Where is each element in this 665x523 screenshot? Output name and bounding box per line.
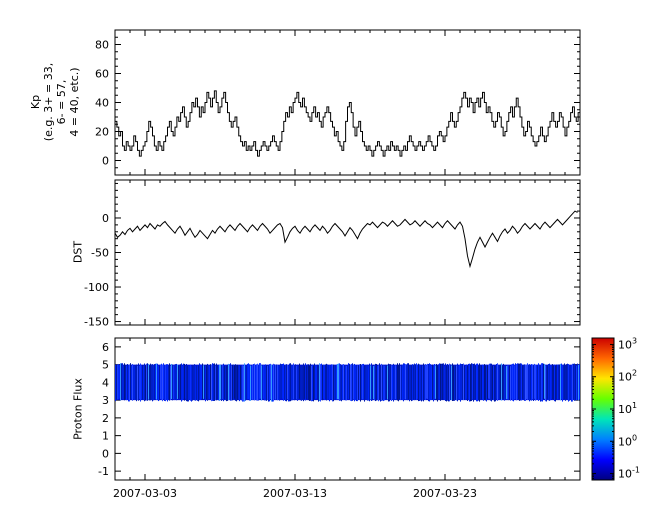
colorbar-tick-label: 10-1 xyxy=(618,466,640,481)
proton-flux-y-tick-label: -1 xyxy=(98,465,109,478)
kp-x-ticks xyxy=(129,30,566,175)
kp-y-ticks xyxy=(115,36,580,169)
dst-panel: 0 -50 -100 -150 xyxy=(84,179,581,329)
proton-flux-x-ticks xyxy=(129,338,566,480)
dst-series xyxy=(114,210,578,269)
x-tick-label: 2007-03-03 xyxy=(113,487,177,500)
dst-axis-label: DST xyxy=(71,240,85,264)
kp-y-tick-label: 0 xyxy=(102,155,109,168)
colorbar-tick-label: 100 xyxy=(618,433,637,448)
kp-axis-label-line: 6- = 57, xyxy=(55,79,68,125)
x-tick-label: 2007-03-23 xyxy=(413,487,477,500)
proton-flux-y-tick-label: 6 xyxy=(102,341,109,354)
dst-y-ticks xyxy=(115,182,580,323)
dst-y-tick-label: -100 xyxy=(84,281,109,294)
proton-flux-border xyxy=(114,337,581,481)
kp-series xyxy=(115,90,580,157)
dst-x-ticks xyxy=(129,180,566,325)
colorbar: 103 102 101 100 10-1 xyxy=(591,336,640,481)
proton-flux-panel: -1 0 1 2 3 4 5 6 xyxy=(98,337,581,481)
proton-flux-band xyxy=(115,363,580,402)
kp-axis-label-line: 4 = 40, etc.) xyxy=(68,67,81,137)
dst-border xyxy=(114,179,581,326)
kp-y-tick-label: 60 xyxy=(95,68,109,81)
proton-flux-y-tick-label: 4 xyxy=(102,376,109,389)
kp-axis-label-line: Kp xyxy=(29,94,42,110)
proton-flux-y-tick-labels: -1 0 1 2 3 4 5 6 xyxy=(98,341,109,478)
proton-flux-y-tick-label: 1 xyxy=(102,430,109,443)
kp-y-tick-label: 80 xyxy=(95,39,109,52)
dst-y-tick-labels: 0 -50 -100 -150 xyxy=(84,212,109,329)
proton-flux-y-tick-label: 5 xyxy=(102,359,109,372)
proton-flux-y-tick-label: 0 xyxy=(102,447,109,460)
proton-flux-y-tick-label: 3 xyxy=(102,394,109,407)
colorbar-tick-labels: 103 102 101 100 10-1 xyxy=(618,336,640,480)
dst-y-tick-label: -50 xyxy=(91,247,109,260)
proton-flux-axis-label: Proton Flux xyxy=(71,378,85,440)
colorbar-tick-label: 103 xyxy=(618,336,637,351)
kp-axis-label-line: (e.g. 3+ = 33, xyxy=(42,62,55,142)
kp-y-tick-label: 20 xyxy=(95,126,109,139)
dst-y-tick-label: -150 xyxy=(84,316,109,329)
x-tick-label: 2007-03-13 xyxy=(263,487,327,500)
kp-axis-label: Kp (e.g. 3+ = 33, 6- = 57, 4 = 40, etc.) xyxy=(29,63,81,141)
proton-flux-y-tick-label: 2 xyxy=(102,412,109,425)
colorbar-tick-label: 101 xyxy=(618,401,637,416)
kp-y-tick-labels: 0 20 40 60 80 xyxy=(95,39,109,168)
kp-panel: 0 20 40 60 80 xyxy=(95,29,581,176)
kp-y-tick-label: 40 xyxy=(95,97,109,110)
dst-y-tick-label: 0 xyxy=(102,212,109,225)
kp-border xyxy=(114,29,581,176)
colorbar-tick-label: 102 xyxy=(618,369,637,384)
